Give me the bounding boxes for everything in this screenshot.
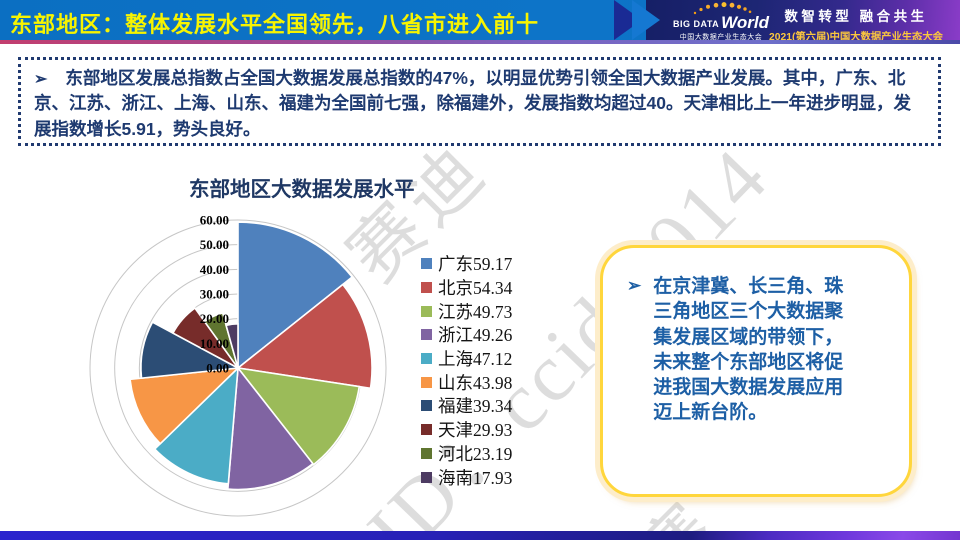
summary-box: ➢ 东部地区发展总指数占全国大数据发展总指数的47%，以明显优势引领全国大数据产业… bbox=[18, 57, 941, 146]
logo-dots-icon bbox=[693, 2, 752, 15]
legend-swatch bbox=[421, 400, 432, 412]
rose-slice-海南 bbox=[225, 322, 239, 369]
legend-label: 福建39.34 bbox=[438, 396, 513, 417]
legend-item: 江苏49.73 bbox=[421, 299, 512, 323]
chevron-right-icon bbox=[632, 0, 660, 40]
rose-slice-浙江 bbox=[226, 365, 315, 491]
legend-item: 海南17.93 bbox=[421, 465, 512, 489]
legend-item: 福建39.34 bbox=[421, 394, 512, 418]
legend-swatch bbox=[421, 305, 432, 317]
logo-world-text: World bbox=[721, 13, 770, 32]
rose-slice-广东 bbox=[237, 221, 354, 370]
legend-item: 浙江49.26 bbox=[421, 323, 512, 347]
legend-item: 上海47.12 bbox=[421, 347, 512, 371]
bigdata-world-logo: BIG DATA World 中国大数据产业生态大会 bbox=[664, 2, 778, 42]
conference-slogan-block: 数智转型 融合共生 2021(第六届)中国大数据产业生态大会 bbox=[758, 5, 954, 43]
conference-name: 2021(第六届)中国大数据产业生态大会 bbox=[769, 32, 943, 43]
slide-title: 东部地区：整体发展水平全国领先，八省市进入前十 bbox=[10, 12, 540, 37]
legend-label: 北京54.34 bbox=[438, 278, 513, 299]
legend-item: 山东43.98 bbox=[421, 370, 512, 394]
logo-wordmark: BIG DATA World bbox=[664, 14, 778, 31]
legend-item: 广东59.17 bbox=[421, 252, 512, 276]
legend-label: 天津29.93 bbox=[438, 420, 513, 441]
legend-label: 河北23.19 bbox=[438, 443, 513, 464]
legend-swatch bbox=[421, 376, 432, 388]
summary-body: 东部地区发展总指数占全国大数据发展总指数的47%，以明显优势引领全国大数据产业发… bbox=[34, 68, 911, 139]
radial-axis-label: 20.00 bbox=[200, 311, 229, 326]
rose-slice-北京 bbox=[236, 283, 373, 390]
legend-label: 海南17.93 bbox=[438, 467, 513, 488]
legend-swatch bbox=[421, 353, 432, 365]
legend-item: 北京54.34 bbox=[421, 276, 512, 300]
chart-title: 东部地区大数据发展水平 bbox=[189, 178, 415, 201]
rose-chart: 0.00 10.00 20.00 30.00 40.00 50.00 60.00 bbox=[89, 213, 387, 517]
bottom-accent-bar bbox=[0, 531, 960, 540]
header-underline bbox=[0, 40, 960, 44]
radial-axis-label: 0.00 bbox=[206, 361, 229, 376]
radial-gridline bbox=[89, 219, 387, 517]
rose-slice-山东 bbox=[129, 366, 241, 445]
radial-axis-label: 30.00 bbox=[200, 287, 229, 302]
chart-legend: 广东59.17 北京54.34 江苏49.73 浙江49.26 上海47.12 山东43.… bbox=[421, 252, 512, 489]
callout-text: 在京津冀、长三角、珠三角地区三个大数据聚集发展区域的带领下，未来整个东部地区将促… bbox=[653, 276, 844, 424]
legend-label: 浙江49.26 bbox=[438, 325, 513, 346]
rose-slice-福建 bbox=[140, 321, 241, 380]
rose-slice-天津 bbox=[171, 306, 239, 369]
rose-slice-河北 bbox=[203, 311, 239, 369]
legend-item: 河北23.19 bbox=[421, 442, 512, 466]
radial-axis-label: 40.00 bbox=[200, 262, 229, 277]
legend-label: 广东59.17 bbox=[438, 254, 513, 275]
legend-swatch bbox=[421, 329, 432, 341]
logo-bigdata-text: BIG DATA bbox=[672, 19, 720, 29]
legend-item: 天津29.93 bbox=[421, 418, 512, 442]
radial-axis-label: 10.00 bbox=[200, 336, 229, 351]
legend-swatch bbox=[421, 447, 432, 459]
rose-slice-江苏 bbox=[236, 366, 361, 466]
legend-label: 江苏49.73 bbox=[438, 301, 513, 322]
header-bar: 东部地区：整体发展水平全国领先，八省市进入前十 BIG DATA World 中… bbox=[0, 0, 960, 43]
rose-slice-上海 bbox=[153, 365, 239, 485]
arrow-bullet-icon: ➢ bbox=[627, 276, 642, 295]
legend-swatch bbox=[421, 258, 432, 270]
legend-swatch bbox=[421, 282, 432, 294]
callout-box: ➢ 在京津冀、长三角、珠三角地区三个大数据聚集发展区域的带领下，未来整个东部地区… bbox=[600, 245, 912, 497]
radial-axis-label: 60.00 bbox=[200, 213, 229, 228]
legend-swatch bbox=[421, 424, 432, 436]
legend-label: 山东43.98 bbox=[438, 372, 513, 393]
radial-axis-label: 50.00 bbox=[200, 237, 229, 252]
header-brand-band bbox=[646, 0, 960, 40]
legend-swatch bbox=[421, 471, 432, 483]
conference-slogan: 数智转型 融合共生 bbox=[784, 9, 928, 24]
logo-subtitle: 中国大数据产业生态大会 bbox=[679, 34, 763, 41]
legend-label: 上海47.12 bbox=[438, 349, 513, 370]
arrow-bullet-icon: ➢ bbox=[34, 71, 48, 88]
summary-text: ➢ 东部地区发展总指数占全国大数据发展总指数的47%，以明显优势引领全国大数据产业… bbox=[34, 66, 926, 142]
